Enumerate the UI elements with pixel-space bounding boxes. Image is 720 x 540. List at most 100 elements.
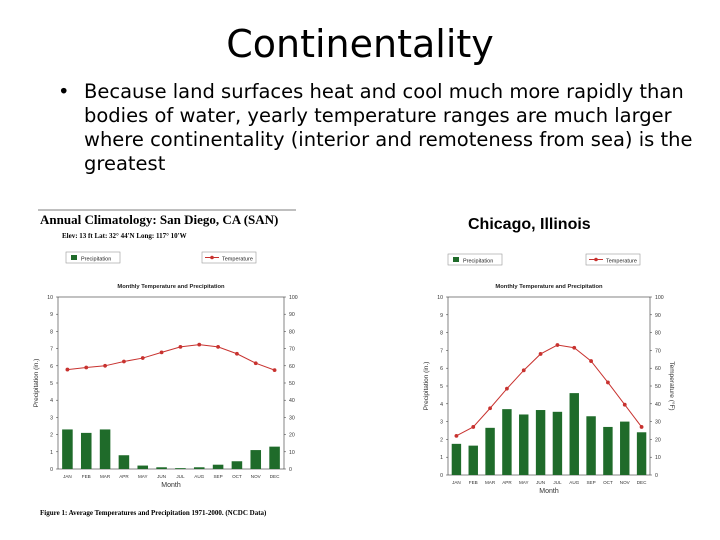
chi-ytick-label: 8 [440,331,443,337]
chi-ytick-label: 7 [440,348,443,354]
sd-legend-temp-label: Temperature [222,257,253,263]
chi-ytick-label: 5 [440,384,443,390]
sd-ytick-label: 5 [50,381,53,387]
sd-legend-temp-marker [210,255,214,260]
chi-precip-bar-aug [569,393,579,475]
chi-legend-precip-label: Precipitation [463,259,493,265]
chi-ytick-label: 2 [440,437,443,443]
chi-temp-line [456,344,642,437]
sd-y2tick-label: 50 [289,381,295,387]
sd-precip-bar-mar [99,429,111,469]
sd-ytick-label: 7 [50,347,53,353]
sd-subtitle: Monthly Temperature and Precipitation [117,284,225,290]
sd-legend-precip-label: Precipitation [81,257,111,263]
sd-precip-bar-jul [175,468,186,469]
sd-xtick-label: SEP [213,474,222,479]
bullet-symbol: • [58,80,70,103]
chi-legend-temp-label: Temperature [606,259,637,265]
san-diego-station-meta: Elev: 13 ft Lat: 32° 44'N Long: 117° 10'… [62,232,187,240]
sd-legend-precip-box [65,251,121,264]
sd-legend-precip-swatch [71,255,77,260]
sd-y2tick-label: 70 [289,347,295,353]
chi-precip-bar-feb [468,445,478,475]
chi-ytick-label: 10 [437,295,443,301]
sd-ytick-label: 6 [50,364,53,370]
sd-temp-point-may [140,356,145,360]
sd-temp-point-nov [253,361,258,366]
sd-ytick-label: 10 [47,295,53,301]
chi-temp-point-dec [639,425,644,429]
chi-y2tick-label: 20 [655,437,661,443]
sd-y2tick-label: 60 [289,364,295,370]
sd-y2tick-label: 20 [289,433,295,439]
sd-temp-point-mar [103,363,107,368]
sd-xtick-label: JUN [157,474,166,479]
sd-ytick-label: 0 [50,467,53,473]
chi-legend-precip-box [447,253,503,266]
sd-plot-area [57,296,285,470]
chi-temp-point-feb [471,425,476,429]
chi-y2tick-label: 50 [655,384,661,390]
sd-xtick-label: APR [119,474,129,479]
sd-y2tick-label: 0 [289,467,292,473]
chi-y2tick-label: 100 [655,295,664,301]
chi-y2tick-label: 80 [655,331,661,337]
sd-xtick-label: AUG [194,474,204,479]
chi-xtick-label: JUL [553,480,562,485]
sd-temp-point-jan [65,367,70,372]
chi-ytick-label: 6 [440,366,443,372]
sd-precip-bar-oct [231,461,243,469]
chi-xtick-label: MAY [519,480,529,485]
sd-xtick-label: OCT [232,474,242,479]
san-diego-chart-title: Annual Climatology: San Diego, CA (SAN) [40,212,279,227]
chi-xtick-label: NOV [620,480,631,485]
chi-ylabel: Precipitation (in.) [423,362,430,411]
chi-ytick-label: 0 [440,473,443,479]
chi-precip-bar-jun [535,410,546,475]
sd-y2tick-label: 10 [289,450,295,456]
chi-precip-bar-oct [603,426,613,475]
sd-precip-bar-feb [80,432,92,469]
chi-y2tick-label: 10 [655,455,661,461]
chi-xtick-label: SEP [586,480,595,485]
chi-xlabel: Month [539,488,559,495]
sd-xtick-label: JUL [176,474,185,479]
chi-temp-point-jun [538,352,543,356]
chi-xtick-label: JUN [536,480,545,485]
chi-precip-bar-jan [451,443,462,475]
chi-y2tick-label: 30 [655,420,661,426]
sd-xtick-label: MAR [100,474,111,479]
bullet-text: Because land surfaces heat and cool much… [84,80,693,175]
chi-precip-bar-nov [620,421,630,475]
sd-y2tick-label: 100 [289,295,298,301]
chi-y2tick-label: 60 [655,366,661,372]
sd-legend-temp-box [201,251,257,264]
sd-ytick-label: 9 [50,312,53,318]
chi-xtick-label: MAR [485,480,496,485]
chi-precip-bar-may [519,414,529,475]
chi-plot-area [447,296,651,476]
sd-precip-bar-jan [62,429,73,469]
chi-ytick-label: 9 [440,313,443,319]
chi-xtick-label: OCT [603,480,613,485]
san-diego-figure-caption: Figure 1: Average Temperatures and Preci… [40,509,267,517]
chi-ytick-label: 3 [440,420,443,426]
chi-y2tick-label: 70 [655,348,661,354]
chi-legend-temp-box [585,253,641,266]
sd-ylabel: Precipitation (in.) [33,359,40,408]
sd-precip-bar-jun [156,467,167,469]
sd-y2tick-label: 30 [289,415,295,421]
sd-xtick-label: JAN [63,474,72,479]
sd-ytick-label: 1 [50,450,53,456]
chi-y2tick-label: 90 [655,313,661,319]
sd-precip-bar-aug [193,467,205,469]
chi-xtick-label: DEC [637,480,647,485]
sd-xtick-label: NOV [251,474,262,479]
sd-temp-point-apr [122,359,126,364]
chi-legend-temp-marker [594,257,598,262]
chi-precip-bar-sep [586,416,596,475]
sd-precip-bar-sep [212,464,224,469]
sd-temp-point-jul [178,344,183,349]
sd-precip-bar-may [137,465,149,469]
sd-xtick-label: DEC [270,474,280,479]
